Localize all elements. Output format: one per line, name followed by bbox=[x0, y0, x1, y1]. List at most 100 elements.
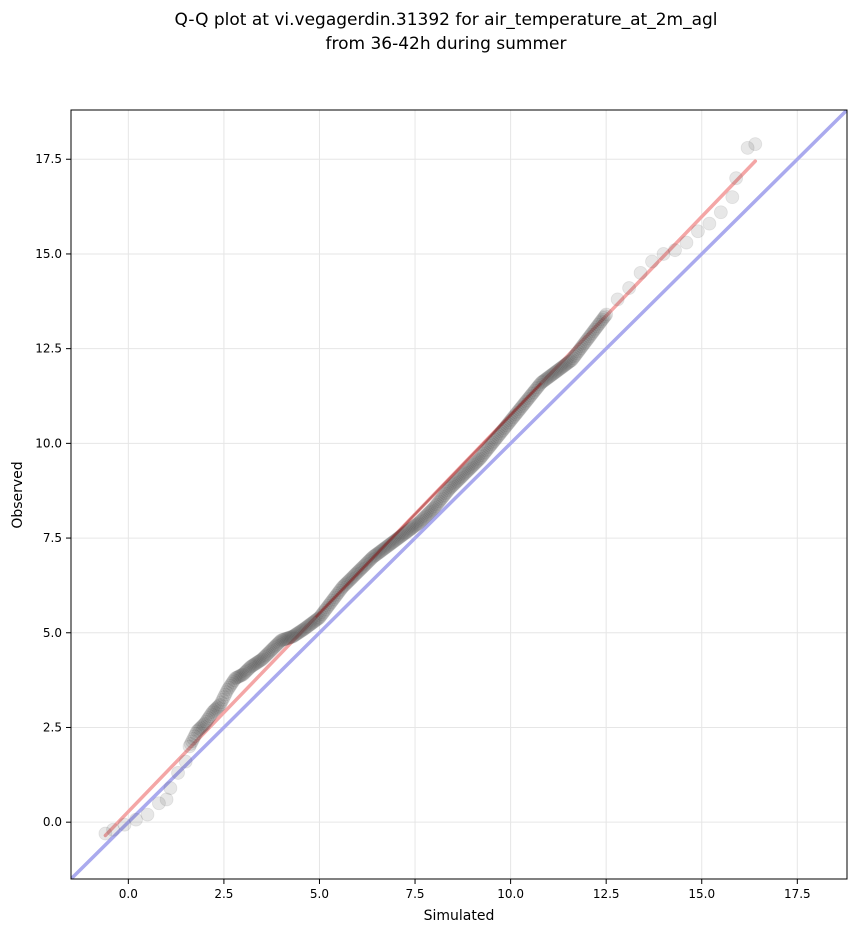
quantile-point bbox=[411, 516, 426, 530]
quantile-point bbox=[306, 615, 321, 630]
quantile-point bbox=[376, 542, 391, 557]
quantile-point bbox=[459, 465, 473, 480]
quantile-point bbox=[208, 702, 222, 717]
quantile-point bbox=[633, 265, 648, 280]
quantile-point bbox=[480, 442, 495, 456]
quantile-point bbox=[190, 724, 205, 739]
quantile-point bbox=[564, 353, 579, 367]
quantile-point bbox=[464, 460, 479, 475]
quantile-point bbox=[452, 471, 467, 486]
quantile-point bbox=[298, 621, 313, 635]
y-tick-label: 12.5 bbox=[35, 342, 62, 356]
quantile-point bbox=[201, 711, 216, 725]
quantile-point bbox=[713, 205, 728, 220]
quantile-point bbox=[281, 630, 296, 645]
quantile-point bbox=[307, 614, 322, 629]
quantile-point bbox=[191, 723, 206, 737]
quantile-point bbox=[494, 424, 509, 439]
quantile-point bbox=[396, 527, 411, 542]
plot-frame bbox=[70, 109, 848, 880]
quantile-point bbox=[415, 512, 430, 527]
quantile-point bbox=[338, 577, 352, 592]
quantile-point bbox=[332, 583, 347, 598]
quantile-point bbox=[438, 486, 453, 501]
quantile-point bbox=[271, 635, 286, 650]
quantile-point bbox=[273, 634, 287, 649]
x-tick-label: 17.5 bbox=[784, 887, 811, 901]
x-tick-label: 7.5 bbox=[405, 887, 424, 901]
quantile-point bbox=[451, 473, 466, 487]
quantile-point bbox=[248, 656, 263, 671]
identity-line bbox=[71, 110, 847, 879]
quantile-point bbox=[311, 611, 326, 626]
quantile-point bbox=[513, 401, 528, 415]
quantile-point bbox=[279, 631, 294, 646]
quantile-point bbox=[344, 571, 359, 586]
quantile-point bbox=[296, 622, 310, 637]
chart-title-line-1: Q-Q plot at vi.vegagerdin.31392 for air_… bbox=[174, 10, 717, 30]
quantile-point bbox=[322, 597, 337, 612]
quantile-point bbox=[357, 558, 371, 573]
quantile-point bbox=[265, 642, 280, 657]
quantile-point bbox=[552, 362, 566, 377]
quantile-point bbox=[266, 641, 281, 655]
quantile-point bbox=[516, 397, 531, 412]
quantile-point bbox=[215, 692, 230, 707]
quantile-point bbox=[321, 598, 336, 613]
x-tick-label: 15.0 bbox=[688, 887, 715, 901]
quantile-point bbox=[527, 383, 542, 398]
fit-overlay bbox=[314, 382, 542, 619]
quantile-point bbox=[234, 668, 249, 682]
quantile-point bbox=[400, 524, 415, 539]
quantile-point bbox=[573, 341, 588, 356]
quantile-point bbox=[558, 357, 573, 372]
quantile-point bbox=[267, 639, 282, 654]
quantile-point bbox=[336, 579, 351, 593]
quantile-point bbox=[152, 796, 166, 811]
y-tick-label: 5.0 bbox=[43, 626, 62, 640]
quantile-point bbox=[391, 531, 406, 545]
quantile-point bbox=[490, 429, 505, 444]
quantile-point bbox=[343, 572, 357, 587]
quantile-point bbox=[656, 247, 671, 261]
quantile-point bbox=[423, 504, 438, 519]
quantile-point bbox=[484, 437, 499, 452]
quantile-point bbox=[578, 334, 593, 349]
quantile-point bbox=[209, 701, 224, 716]
quantile-point bbox=[275, 633, 290, 647]
quantile-point bbox=[471, 452, 486, 467]
quantile-point bbox=[372, 545, 387, 560]
quantile-point bbox=[577, 336, 592, 351]
quantile-point bbox=[499, 418, 514, 433]
quantile-point bbox=[245, 659, 259, 673]
quantile-point bbox=[543, 369, 558, 384]
quantile-point bbox=[397, 526, 412, 541]
quantile-point bbox=[538, 373, 552, 387]
quantile-point bbox=[243, 659, 258, 674]
quantile-point bbox=[478, 445, 493, 460]
quantile-point bbox=[403, 522, 417, 537]
quantile-point bbox=[187, 729, 202, 744]
quantile-point bbox=[326, 592, 341, 606]
quantile-point bbox=[483, 438, 498, 453]
quantile-point bbox=[431, 496, 445, 510]
quantile-point bbox=[183, 736, 198, 751]
quantile-point bbox=[524, 388, 538, 403]
quantile-point bbox=[369, 547, 384, 562]
x-tick-label: 10.0 bbox=[497, 887, 524, 901]
quantile-point bbox=[502, 415, 517, 430]
quantile-point bbox=[587, 322, 602, 337]
quantile-point bbox=[432, 494, 447, 509]
quantile-point bbox=[239, 663, 254, 678]
quantile-point bbox=[308, 613, 323, 628]
quantile-point bbox=[525, 386, 540, 401]
quantile-point bbox=[702, 216, 717, 231]
quantile-point bbox=[255, 652, 270, 667]
quantile-point bbox=[406, 519, 421, 534]
quantile-point bbox=[434, 491, 449, 506]
quantile-point bbox=[238, 665, 253, 679]
quantile-point bbox=[517, 396, 532, 411]
quantile-point bbox=[359, 556, 374, 571]
quantile-point bbox=[576, 337, 591, 352]
quantile-point bbox=[482, 440, 496, 455]
